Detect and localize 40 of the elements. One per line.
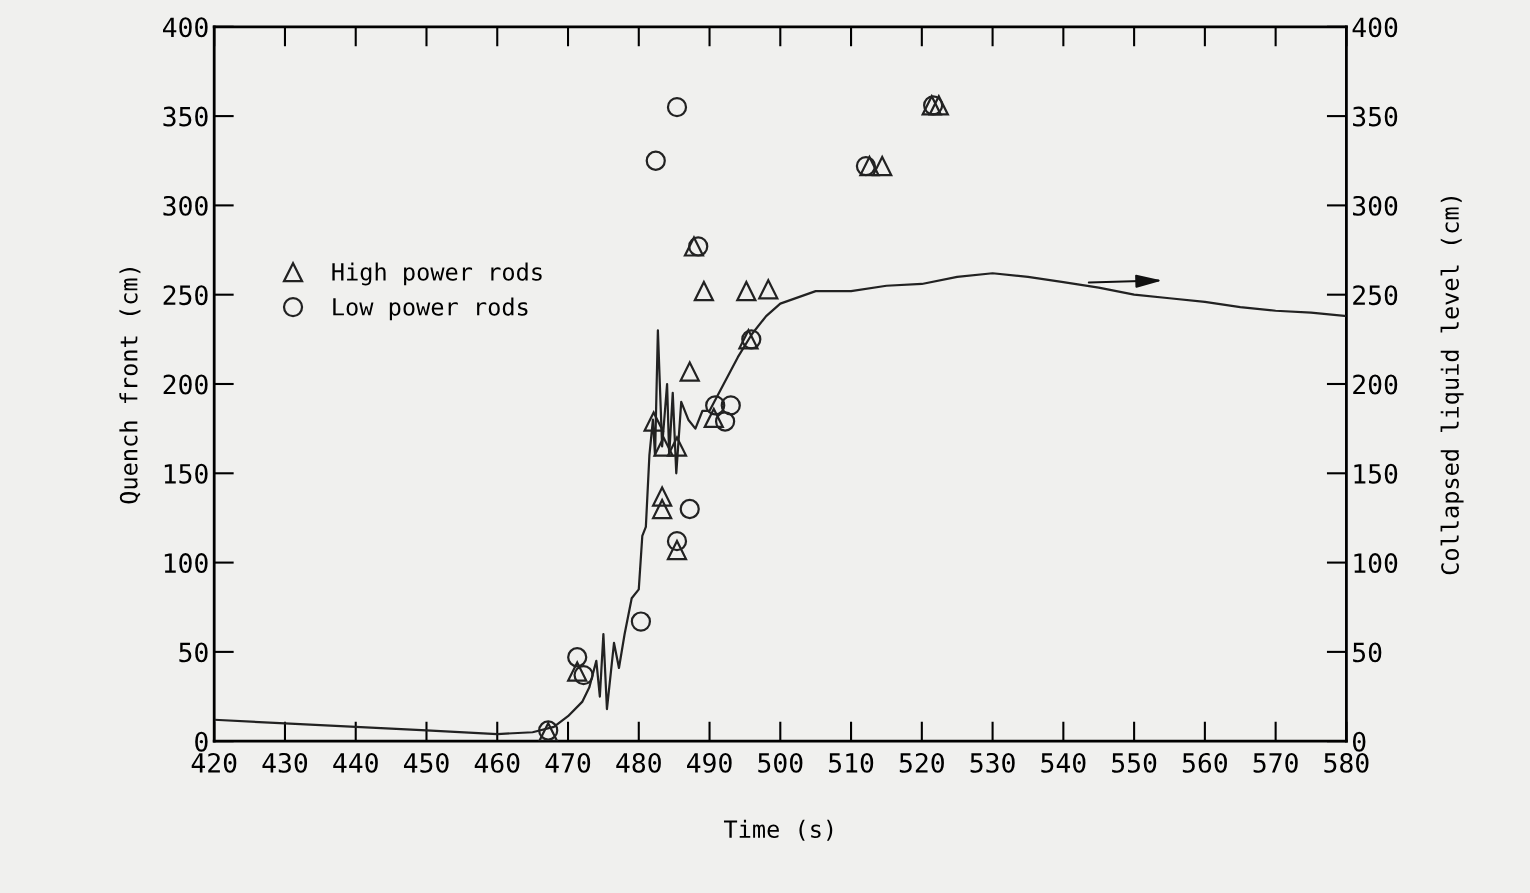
- y2-tick-label: 400: [1352, 17, 1398, 38]
- y2-tick-label: 0: [1352, 731, 1366, 752]
- y-tick-label: 0: [195, 731, 208, 752]
- x-tick-label: 500: [758, 752, 803, 773]
- y2-axis-title: Collapsed liquid level (cm): [1440, 196, 1464, 575]
- x-tick-label: 420: [191, 752, 237, 773]
- y-tick-label: 400: [162, 17, 208, 38]
- x-tick-label: 520: [899, 752, 944, 773]
- y2-tick-label: 300: [1353, 195, 1398, 216]
- y2-tick-label: 100: [1354, 553, 1398, 574]
- x-tick-label: 440: [333, 752, 378, 773]
- y-tick-label: 350: [163, 106, 208, 127]
- y2-tick-label: 50: [1353, 642, 1382, 663]
- x-axis-title: Time (s): [723, 819, 833, 841]
- x-tick-label: 480: [616, 752, 661, 773]
- y-tick-label: 250: [163, 285, 208, 306]
- y2-tick-label: 200: [1353, 374, 1398, 395]
- y2-tick-label: 350: [1353, 106, 1398, 127]
- y2-tick-label: 150: [1354, 463, 1398, 484]
- y-tick-label: 200: [163, 374, 208, 395]
- y-tick-label: 150: [164, 463, 208, 484]
- x-tick-label: 450: [403, 752, 449, 773]
- x-tick-label: 490: [687, 752, 732, 773]
- y-tick-label: 50: [179, 642, 208, 663]
- x-tick-label: 560: [1182, 752, 1227, 773]
- x-tick-label: 530: [970, 752, 1015, 773]
- x-tick-label: 430: [262, 752, 308, 773]
- x-tick-label: 580: [1324, 752, 1369, 773]
- x-tick-label: 460: [474, 752, 520, 773]
- x-tick-label: 540: [1041, 752, 1086, 773]
- y-axis-title: Quench front (cm): [119, 268, 141, 504]
- x-tick-label: 470: [545, 752, 591, 773]
- legend-label: High power rods: [332, 262, 542, 286]
- x-tick-label: 570: [1253, 752, 1298, 773]
- y-tick-label: 100: [164, 553, 208, 574]
- x-tick-label: 550: [1112, 752, 1157, 773]
- y-tick-label: 300: [163, 195, 208, 216]
- legend-label: Low power rods: [333, 297, 528, 321]
- y2-tick-label: 250: [1353, 285, 1398, 306]
- x-tick-label: 510: [829, 752, 874, 773]
